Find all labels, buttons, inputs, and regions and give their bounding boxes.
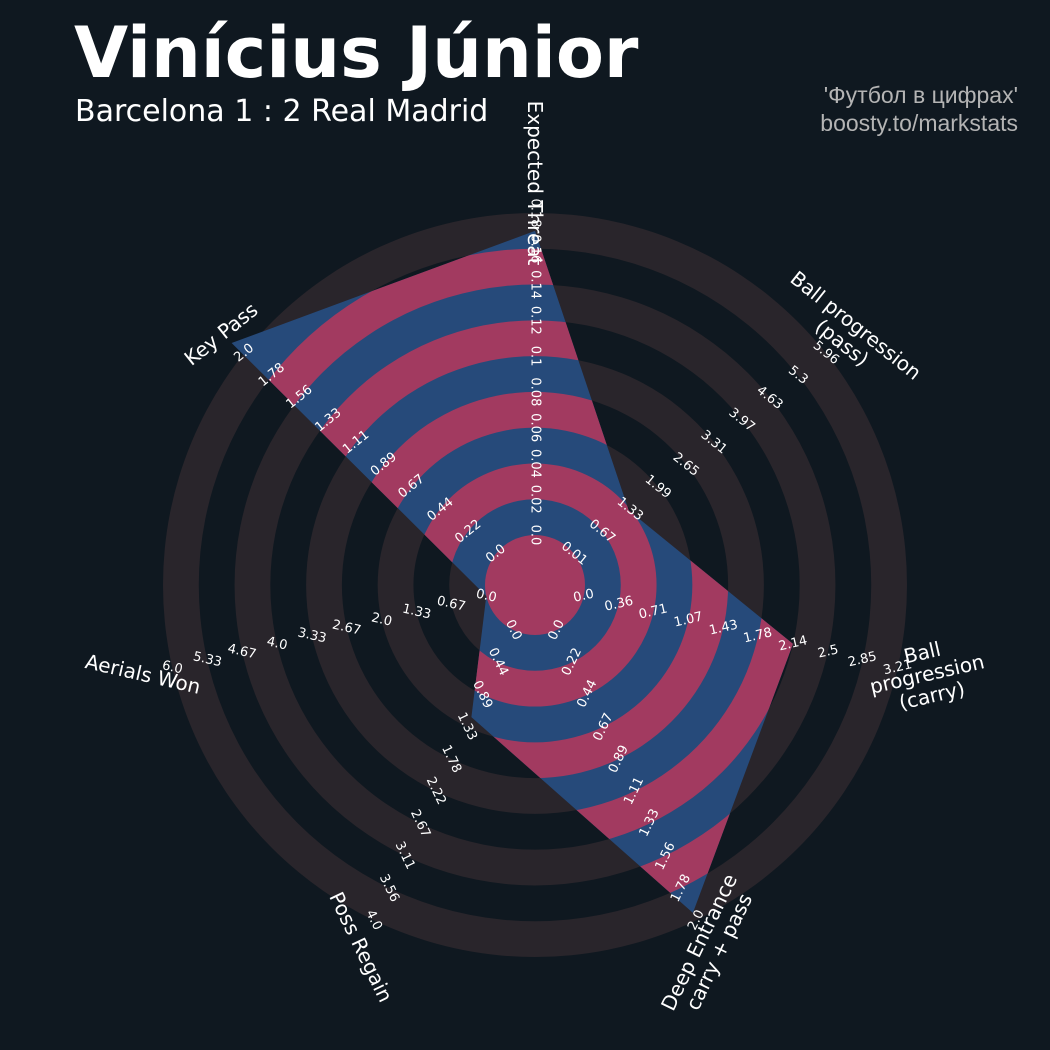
axis-tick-label: 5.33 [192, 649, 224, 670]
axis-tick-label: 2.5 [816, 642, 840, 661]
axis-tick-label: 2.14 [777, 633, 809, 654]
axis-tick-label: 2.85 [847, 649, 879, 670]
axis-tick-label: 0.67 [435, 594, 467, 615]
radar-ring-area [231, 230, 794, 913]
axis-tick-label: 0.06 [528, 413, 543, 442]
axis-tick-label: 0.1 [528, 346, 543, 367]
axis-tick-label: 0.71 [637, 601, 669, 622]
axis-tick-label: 3.33 [296, 625, 328, 646]
axis-tick-label: 3.21 [882, 657, 914, 678]
chart-title: Vinícius Júnior [74, 12, 639, 94]
axis-tick-label: 0.02 [528, 485, 543, 514]
axis-tick-label: 2.0 [370, 610, 394, 629]
credit: boosty.to/markstats [820, 110, 1018, 136]
axis-tick-label: 4.67 [226, 641, 258, 662]
axis-tick-label: 0.0 [528, 525, 543, 546]
axis-tick-label: 2.67 [331, 617, 363, 638]
axis-tick-label: 1.07 [673, 609, 705, 630]
axis-tick-label: 0.18 [528, 199, 543, 228]
axis-tick-label: 0.0 [572, 587, 596, 606]
axis-tick-label: 1.33 [401, 601, 433, 622]
parameter-label: Expected Threat [523, 100, 547, 266]
axis-tick-label: 4.0 [265, 634, 289, 653]
axis-tick-label: 6.0 [161, 658, 185, 677]
axis-tick-label: 1.78 [742, 625, 774, 646]
axis-tick-label: 1.43 [708, 618, 740, 639]
axis-tick-label: 0.16 [528, 234, 543, 263]
axis-tick-label: 0.36 [603, 594, 635, 615]
axis-tick-label: 0.0 [475, 587, 499, 606]
credit: 'Футбол в цифрах' [823, 82, 1018, 108]
axis-tick-label: 0.08 [528, 377, 543, 406]
axis-tick-label: 0.14 [528, 270, 543, 299]
axis-tick-label: 0.12 [528, 306, 543, 335]
chart-subtitle: Barcelona 1 : 2 Real Madrid [75, 94, 489, 129]
axis-tick-label: 0.04 [528, 449, 543, 478]
